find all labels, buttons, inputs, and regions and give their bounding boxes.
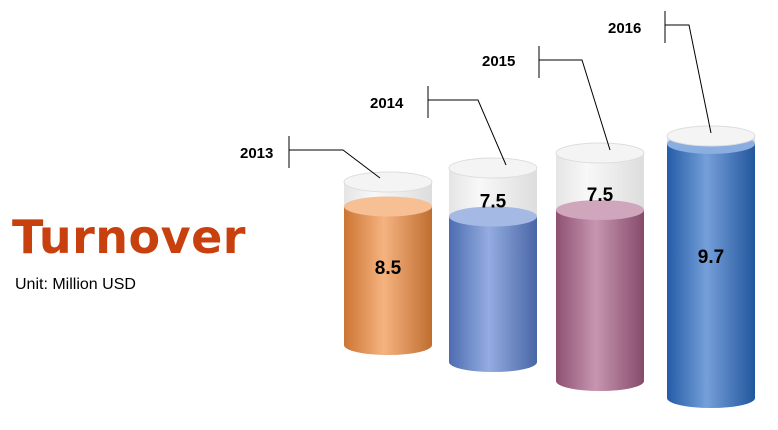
liquid-bar-2013 (344, 206, 432, 355)
value-label-2015: 7.5 (587, 185, 614, 206)
category-label-2014: 2014 (370, 95, 404, 112)
category-label-2016: 2016 (608, 20, 641, 37)
liquid-bar-2014 (449, 216, 537, 372)
glass-rim-2013 (343, 171, 433, 193)
liquid-surface-2014 (449, 206, 537, 227)
category-label-2015: 2015 (482, 53, 515, 70)
callout-line-2016 (665, 24, 712, 134)
glass-rim-2016 (666, 125, 756, 147)
liquid-bar-2015 (556, 210, 644, 391)
category-label-2013: 2013 (240, 145, 273, 162)
callout-line-2015 (539, 59, 611, 151)
callout-line-2014 (428, 99, 507, 166)
value-label-2014: 7.5 (480, 192, 507, 213)
unit-label: Unit: Million USD (15, 276, 136, 293)
value-label-2013: 8.5 (375, 258, 402, 279)
callout-line-2013 (289, 149, 381, 179)
liquid-surface-2015 (556, 200, 644, 220)
glass-rim-2014 (448, 157, 538, 179)
liquid-bar-2016 (667, 143, 755, 409)
chart-title: Turnover (12, 210, 246, 264)
glass-rim-2015 (555, 142, 645, 164)
liquid-surface-2013 (344, 196, 432, 217)
value-label-2016: 9.7 (698, 247, 724, 268)
